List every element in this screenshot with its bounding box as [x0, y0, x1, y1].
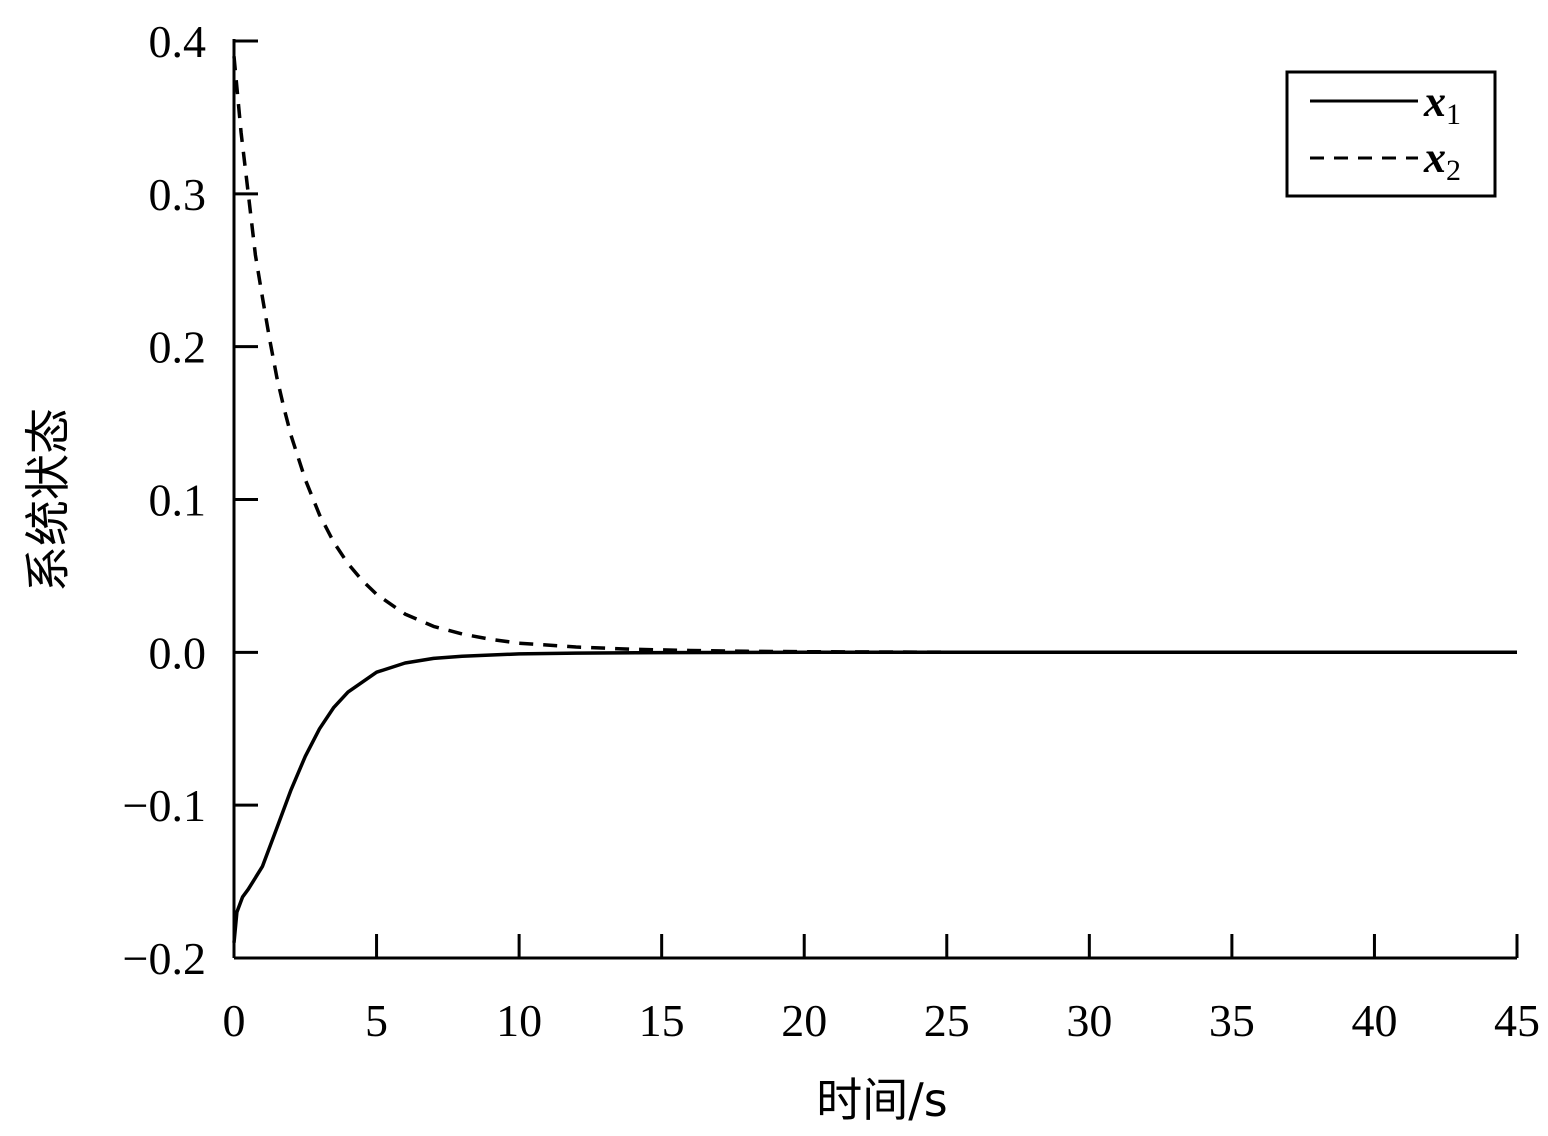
series-group [232, 56, 1517, 943]
x-axis-title: 时间/s [816, 1073, 947, 1127]
x-tick-label: 15 [639, 995, 685, 1046]
y-tick-label: 0.2 [149, 322, 207, 373]
x-tick-label: 20 [781, 995, 827, 1046]
x-tick-label: 0 [223, 995, 246, 1046]
x-tick-label: 35 [1209, 995, 1255, 1046]
y-tick-label: 0.0 [149, 627, 207, 678]
legend-box [1285, 70, 1497, 198]
series-line-x2 [232, 56, 1517, 655]
y-tick-label: −0.1 [123, 780, 206, 831]
x-axis-ticks: 0 5 10 15 20 25 30 35 40 45 [223, 934, 1540, 1046]
y-tick-label: 0.4 [149, 16, 207, 67]
x-tick-label: 5 [365, 995, 388, 1046]
legend-label-x1: x1 [1423, 77, 1461, 131]
legend-label-x1-base: x [1423, 77, 1446, 126]
legend-label-x2-base: x [1423, 133, 1446, 182]
legend: x1 x2 [1285, 70, 1497, 198]
series-line-x1 [232, 650, 1517, 943]
legend-label-x1-sub: 1 [1446, 98, 1461, 131]
x-tick-label: 25 [924, 995, 970, 1046]
x-tick-label: 40 [1351, 995, 1397, 1046]
x-tick-label: 10 [496, 995, 542, 1046]
y-axis-title: 系统状态 [21, 408, 75, 592]
y-tick-label: 0.3 [149, 169, 207, 220]
legend-label-x2: x2 [1423, 133, 1461, 187]
legend-label-x2-sub: 2 [1446, 154, 1461, 187]
x-tick-label: 30 [1066, 995, 1112, 1046]
y-tick-label: −0.2 [123, 933, 206, 984]
y-axis-ticks: −0.2 −0.1 0.0 0.1 0.2 0.3 0.4 [123, 16, 258, 984]
x-tick-label: 45 [1494, 995, 1540, 1046]
y-tick-label: 0.1 [149, 475, 207, 526]
